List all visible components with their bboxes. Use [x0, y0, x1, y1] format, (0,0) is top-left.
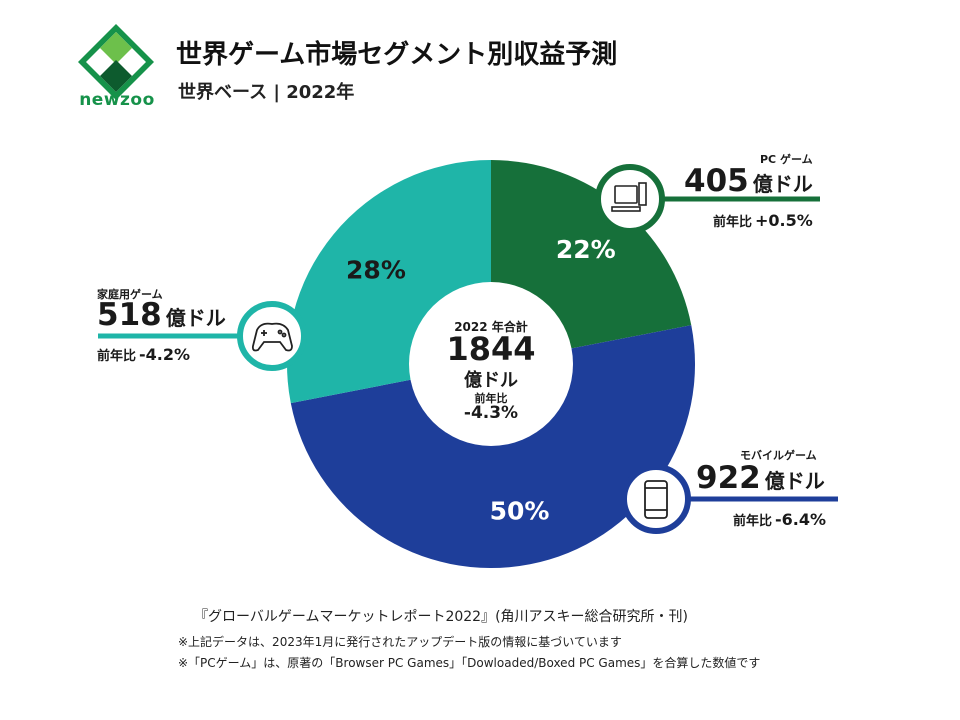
mobile-icon-ring: [621, 464, 691, 534]
mobile-yoy: 前年比 -6.4%: [733, 510, 826, 529]
mobile-unit: 億ドル: [764, 469, 825, 493]
mobile-yoy-value: -6.4%: [775, 510, 827, 529]
pc-yoy: 前年比 +0.5%: [713, 211, 813, 230]
mobile-value-group: 922 億ドル: [696, 463, 825, 494]
pc-icon: [611, 182, 647, 212]
center-yoy-value: -4.3%: [463, 403, 519, 423]
smartphone-icon: [644, 480, 668, 519]
pc-name: PC ゲーム: [760, 153, 813, 166]
slice-percent-pc: 22%: [556, 235, 616, 264]
console-value-group: 518 億ドル: [97, 300, 226, 331]
console-yoy-label: 前年比: [97, 349, 137, 364]
pc-yoy-value: +0.5%: [755, 211, 813, 230]
center-total: 1844: [446, 330, 536, 368]
footer-note-1: ※上記データは、2023年1月に発行されたアップデート版の情報に基づいています: [178, 635, 622, 649]
pc-yoy-label: 前年比: [713, 215, 753, 230]
footer-source: 『グローバルゲームマーケットレポート2022』(角川アスキー総合研究所・刊): [194, 609, 688, 625]
console-yoy: 前年比 -4.2%: [97, 345, 190, 364]
mobile-yoy-label: 前年比: [733, 514, 773, 529]
page-title: 世界ゲーム市場セグメント別収益予測: [176, 40, 618, 70]
brand-name: newzoo: [79, 90, 155, 110]
console-name: 家庭用ゲーム: [97, 288, 163, 301]
console-value: 518: [97, 297, 162, 333]
page-subtitle: 世界ベース | 2022年: [178, 82, 355, 103]
pc-value: 405: [684, 163, 749, 199]
footer-note-2: ※「PCゲーム」は、原著の「Browser PC Games」「Dowloade…: [178, 656, 761, 670]
mobile-value: 922: [696, 460, 761, 496]
pc-unit: 億ドル: [752, 172, 813, 196]
slice-percent-console: 28%: [346, 255, 406, 284]
console-icon-ring: [237, 301, 307, 371]
pc-icon-ring: [595, 164, 665, 234]
donut-hole: [409, 282, 573, 446]
gamepad-icon: [251, 322, 293, 352]
center-unit: 億ドル: [464, 370, 518, 391]
center-yoy-label: 前年比: [474, 392, 508, 405]
center-label: 2022 年合計: [454, 320, 528, 334]
pc-value-group: 405 億ドル: [684, 166, 813, 197]
console-unit: 億ドル: [165, 306, 226, 330]
mobile-name: モバイルゲーム: [740, 449, 817, 462]
slice-percent-mobile: 50%: [490, 496, 550, 525]
newzoo-logo: [78, 24, 154, 100]
slice-mobile: [290, 325, 696, 569]
console-yoy-value: -4.2%: [139, 345, 191, 364]
